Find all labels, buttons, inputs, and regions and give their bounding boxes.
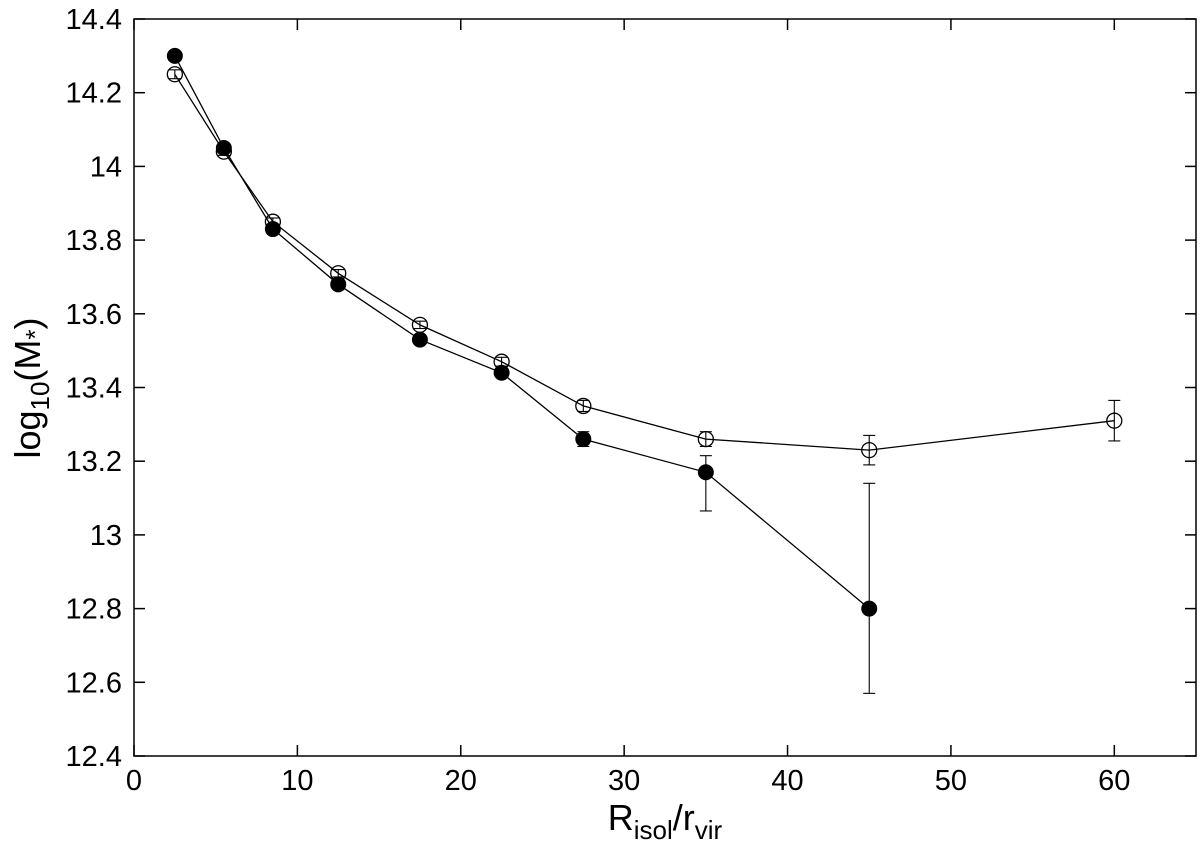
- error-bar: [1108, 399, 1121, 442]
- data-point-filled: [215, 139, 232, 156]
- error-bar: [168, 69, 181, 80]
- data-point-open: [575, 397, 592, 415]
- error-bar: [577, 399, 590, 413]
- plot-frame: [133, 18, 1197, 757]
- x-tick-label: 0: [126, 765, 142, 797]
- y-tick-label: 14: [90, 151, 122, 183]
- x-tick-label: 30: [608, 765, 640, 797]
- data-point-filled: [166, 47, 183, 64]
- x-tick-label: 50: [935, 765, 967, 797]
- y-tick-label: 12.8: [66, 594, 122, 626]
- data-point-filled: [264, 221, 281, 238]
- x-tick-label: 20: [445, 765, 477, 797]
- x-tick-label: 10: [281, 765, 313, 797]
- data-point-filled: [493, 364, 510, 381]
- y-tick-label: 14.2: [66, 78, 122, 110]
- data-markers: [166, 47, 1123, 617]
- x-tick-label: 60: [1098, 765, 1130, 797]
- data-point-filled: [411, 331, 428, 348]
- y-tick-label: 12.6: [66, 667, 122, 699]
- y-tick-label: 13.8: [66, 225, 122, 257]
- x-tick-label: 40: [771, 765, 803, 797]
- data-point-open: [861, 441, 878, 459]
- series-line-0: [174, 73, 1115, 451]
- data-point-open: [1106, 412, 1123, 429]
- axis-ticks: 0 10 20 30 40 50 60 12.4 12.6 12.8 13 13.2 13.4 13.6 1…: [66, 4, 1196, 797]
- data-point-filled: [575, 431, 592, 448]
- error-bar: [863, 482, 876, 694]
- data-point-filled: [697, 464, 714, 481]
- y-tick-label: 13: [90, 520, 122, 552]
- y-tick-label: 13.4: [66, 373, 122, 405]
- series-lines: [174, 55, 1115, 610]
- error-bar: [699, 455, 712, 512]
- y-tick-label: 13.6: [66, 299, 122, 331]
- error-bar: [413, 320, 426, 330]
- y-tick-label: 13.2: [66, 446, 122, 478]
- error-bars: [168, 69, 1121, 694]
- data-point-filled: [861, 600, 878, 617]
- data-point-open: [697, 430, 714, 448]
- data-point-open: [166, 66, 183, 83]
- y-tick-label: 14.4: [66, 4, 122, 36]
- data-point-filled: [330, 276, 347, 293]
- error-bar: [863, 434, 876, 466]
- series-line-1: [174, 55, 870, 610]
- y-axis-title: log10(M*): [7, 317, 55, 458]
- x-axis-title: Risol/rvir: [608, 797, 723, 845]
- y-tick-label: 12.4: [66, 741, 122, 773]
